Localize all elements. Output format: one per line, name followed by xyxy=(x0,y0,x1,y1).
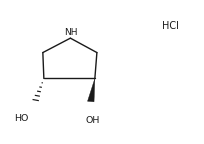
Text: NH: NH xyxy=(64,28,77,37)
Text: HO: HO xyxy=(14,114,29,123)
Text: HCl: HCl xyxy=(162,21,179,31)
Polygon shape xyxy=(88,78,95,102)
Text: OH: OH xyxy=(86,116,100,125)
